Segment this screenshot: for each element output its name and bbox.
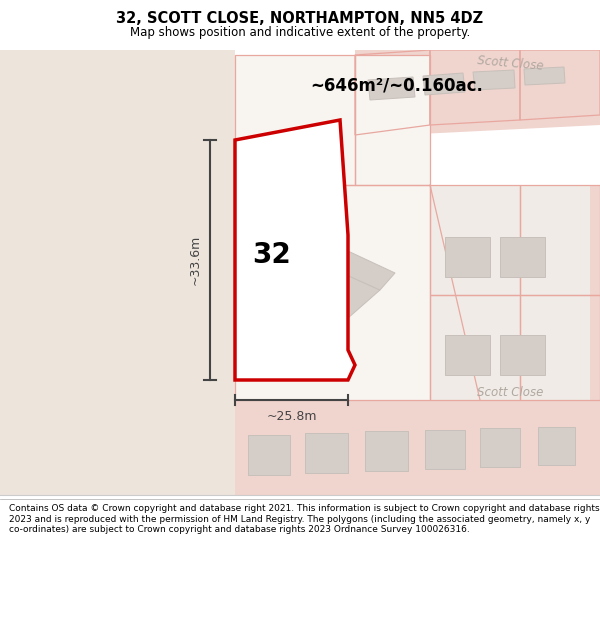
Text: Scott Close: Scott Close	[476, 54, 544, 72]
Polygon shape	[524, 67, 565, 85]
Polygon shape	[235, 400, 600, 495]
Polygon shape	[355, 50, 600, 135]
Text: ~33.6m: ~33.6m	[189, 235, 202, 285]
Polygon shape	[500, 237, 545, 277]
Polygon shape	[255, 263, 380, 347]
Polygon shape	[248, 435, 290, 475]
Polygon shape	[500, 335, 545, 375]
Text: 32, SCOTT CLOSE, NORTHAMPTON, NN5 4DZ: 32, SCOTT CLOSE, NORTHAMPTON, NN5 4DZ	[116, 11, 484, 26]
Text: Map shows position and indicative extent of the property.: Map shows position and indicative extent…	[130, 26, 470, 39]
Polygon shape	[235, 55, 430, 185]
Polygon shape	[305, 433, 348, 473]
Polygon shape	[538, 427, 575, 465]
Polygon shape	[235, 120, 355, 380]
Polygon shape	[430, 185, 590, 400]
Polygon shape	[480, 428, 520, 467]
Text: ~25.8m: ~25.8m	[266, 410, 317, 423]
Text: ~646m²/~0.160ac.: ~646m²/~0.160ac.	[310, 76, 483, 94]
Polygon shape	[430, 185, 600, 400]
Text: Contains OS data © Crown copyright and database right 2021. This information is : Contains OS data © Crown copyright and d…	[9, 504, 599, 534]
Polygon shape	[473, 70, 515, 90]
Polygon shape	[445, 237, 490, 277]
Polygon shape	[423, 73, 465, 95]
Polygon shape	[365, 431, 408, 471]
Polygon shape	[445, 335, 490, 375]
Polygon shape	[368, 77, 415, 100]
Polygon shape	[0, 50, 235, 495]
Text: 32: 32	[253, 241, 292, 269]
Polygon shape	[235, 185, 430, 400]
Polygon shape	[425, 430, 465, 469]
Polygon shape	[320, 245, 395, 290]
Text: Scott Close: Scott Close	[477, 386, 543, 399]
